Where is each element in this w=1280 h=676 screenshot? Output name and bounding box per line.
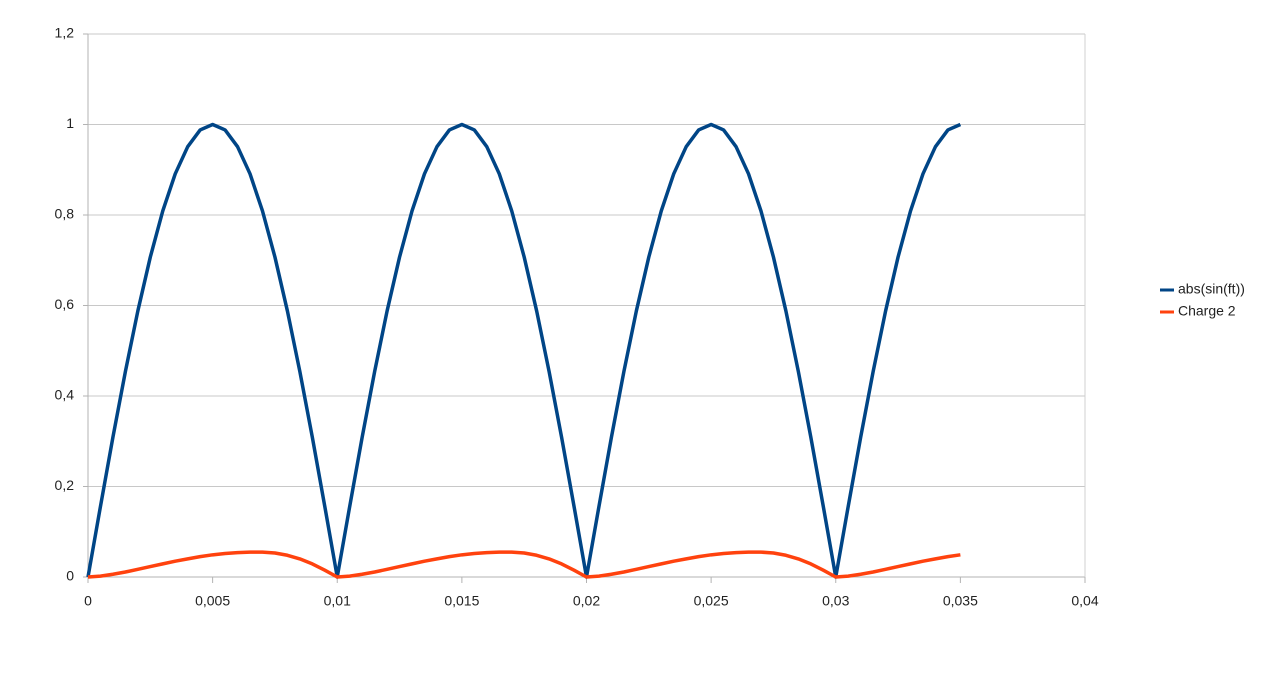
y-tick-label: 1 (66, 115, 74, 131)
y-tick-label: 0,8 (55, 206, 75, 222)
x-tick-label: 0,03 (822, 593, 849, 609)
x-tick-label: 0,025 (694, 593, 729, 609)
x-tick-label: 0,005 (195, 593, 230, 609)
x-tick-label: 0 (84, 593, 92, 609)
x-tick-label: 0,02 (573, 593, 600, 609)
y-tick-label: 0,2 (55, 477, 75, 493)
y-tick-label: 0,4 (55, 387, 75, 403)
legend-label: abs(sin(ft)) (1178, 281, 1245, 297)
x-tick-label: 0,01 (324, 593, 351, 609)
x-tick-label: 0,04 (1071, 593, 1098, 609)
y-tick-label: 0 (66, 568, 74, 584)
series-line (87, 550, 961, 579)
x-tick-label: 0,015 (444, 593, 479, 609)
y-tick-label: 1,2 (55, 25, 75, 41)
legend-label: Charge 2 (1178, 303, 1236, 319)
x-tick-label: 0,035 (943, 593, 978, 609)
series-line (86, 122, 962, 579)
y-tick-label: 0,6 (55, 296, 75, 312)
